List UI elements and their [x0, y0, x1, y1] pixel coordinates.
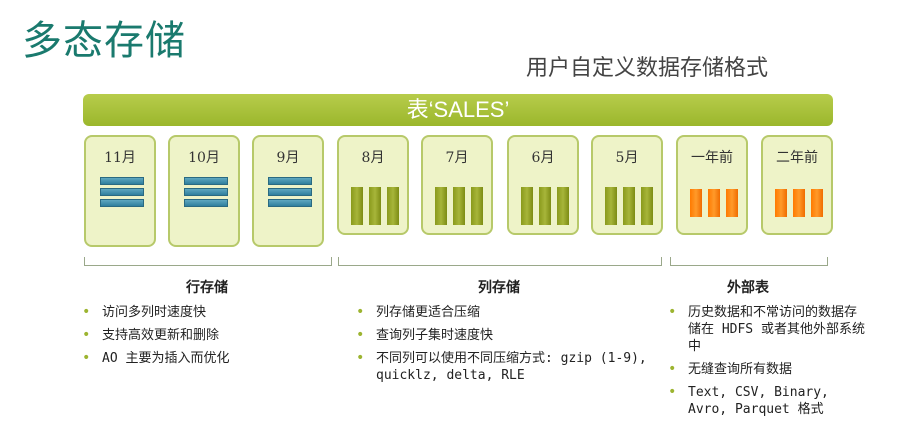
external-storage-icon — [690, 189, 738, 217]
partition-one-year-ago: 一年前 — [676, 135, 748, 235]
partition-label: 8月 — [361, 150, 385, 166]
partition-8: 8月 — [337, 135, 409, 235]
column-storage-icon — [351, 187, 399, 225]
list-item: 无缝查询所有数据 — [666, 361, 866, 378]
slide-subtitle: 用户自定义数据存储格式 — [526, 56, 769, 81]
column-storage-bullets: 列存储更适合压缩 查询列子集时速度快 不同列可以使用不同压缩方式: gzip (… — [354, 304, 654, 390]
partition-7: 7月 — [421, 135, 493, 235]
partition-5: 5月 — [591, 135, 663, 235]
external-storage-title: 外部表 — [727, 280, 769, 296]
external-storage-bracket — [670, 257, 828, 266]
partition-label: 一年前 — [691, 150, 733, 166]
column-storage-icon — [605, 187, 653, 225]
list-item: 访问多列时速度快 — [80, 304, 330, 321]
column-storage-bracket — [338, 257, 662, 266]
row-storage-bracket — [84, 257, 332, 266]
partition-label: 6月 — [531, 150, 555, 166]
row-storage-title: 行存储 — [186, 280, 228, 296]
list-item: 历史数据和不常访问的数据存储在 HDFS 或者其他外部系统中 — [666, 304, 866, 355]
list-item: 不同列可以使用不同压缩方式: gzip (1-9), quicklz, delt… — [354, 350, 654, 384]
list-item: Text, CSV, Binary, Avro, Parquet 格式 — [666, 384, 866, 418]
row-storage-icon — [268, 177, 312, 210]
external-storage-icon — [775, 189, 823, 217]
row-storage-icon — [100, 177, 144, 210]
partition-9: 9月 — [252, 135, 324, 247]
column-storage-icon — [521, 187, 569, 225]
partition-label: 5月 — [615, 150, 639, 166]
partition-two-years-ago: 二年前 — [761, 135, 833, 235]
list-item: 支持高效更新和删除 — [80, 327, 330, 344]
list-item: AO 主要为插入而优化 — [80, 350, 330, 367]
partition-label: 10月 — [188, 150, 220, 166]
partition-6: 6月 — [507, 135, 579, 235]
list-item: 查询列子集时速度快 — [354, 327, 654, 344]
partition-10: 10月 — [168, 135, 240, 247]
partition-11: 11月 — [84, 135, 156, 247]
partition-label: 7月 — [445, 150, 469, 166]
row-storage-icon — [184, 177, 228, 210]
partition-label: 11月 — [104, 150, 136, 166]
column-storage-icon — [435, 187, 483, 225]
column-storage-title: 列存储 — [478, 280, 520, 296]
list-item: 列存储更适合压缩 — [354, 304, 654, 321]
row-storage-bullets: 访问多列时速度快 支持高效更新和删除 AO 主要为插入而优化 — [80, 304, 330, 373]
partition-label: 二年前 — [776, 150, 818, 166]
partition-label: 9月 — [276, 150, 300, 166]
slide-title: 多态存储 — [22, 18, 186, 64]
table-sales-banner: 表‘SALES’ — [83, 94, 833, 126]
external-storage-bullets: 历史数据和不常访问的数据存储在 HDFS 或者其他外部系统中 无缝查询所有数据 … — [666, 304, 866, 424]
